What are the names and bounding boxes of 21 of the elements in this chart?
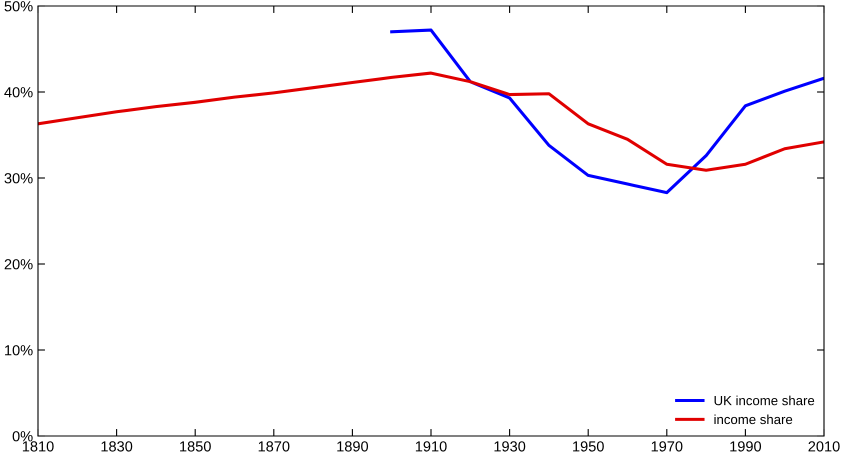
line-series (390, 28, 824, 194)
y-tick-label: 30% (4, 173, 33, 184)
legend-label: UK income share (714, 396, 814, 406)
x-tick-label: 1910 (416, 441, 447, 452)
y-tick-label: 20% (4, 259, 33, 270)
x-tick-label: 1990 (730, 441, 762, 452)
x-tick-label: 1810 (22, 441, 54, 452)
legend-label: income share (714, 414, 792, 424)
x-tick-label: 1890 (337, 441, 368, 452)
x-tick-label: 1930 (494, 441, 526, 452)
line-series (38, 72, 824, 172)
y-tick-label: 50% (4, 1, 33, 12)
x-tick-label: 1870 (258, 441, 290, 452)
y-tick-label: 0% (12, 431, 33, 442)
x-tick-label: 1830 (101, 441, 132, 452)
x-tick-label: 1850 (180, 441, 211, 452)
x-tick-label: 2010 (808, 441, 840, 452)
y-tick-label: 10% (5, 345, 33, 356)
x-tick-label: 1970 (652, 441, 682, 452)
x-tick-label: 1950 (573, 441, 604, 452)
y-tick-label: 40% (4, 87, 33, 98)
